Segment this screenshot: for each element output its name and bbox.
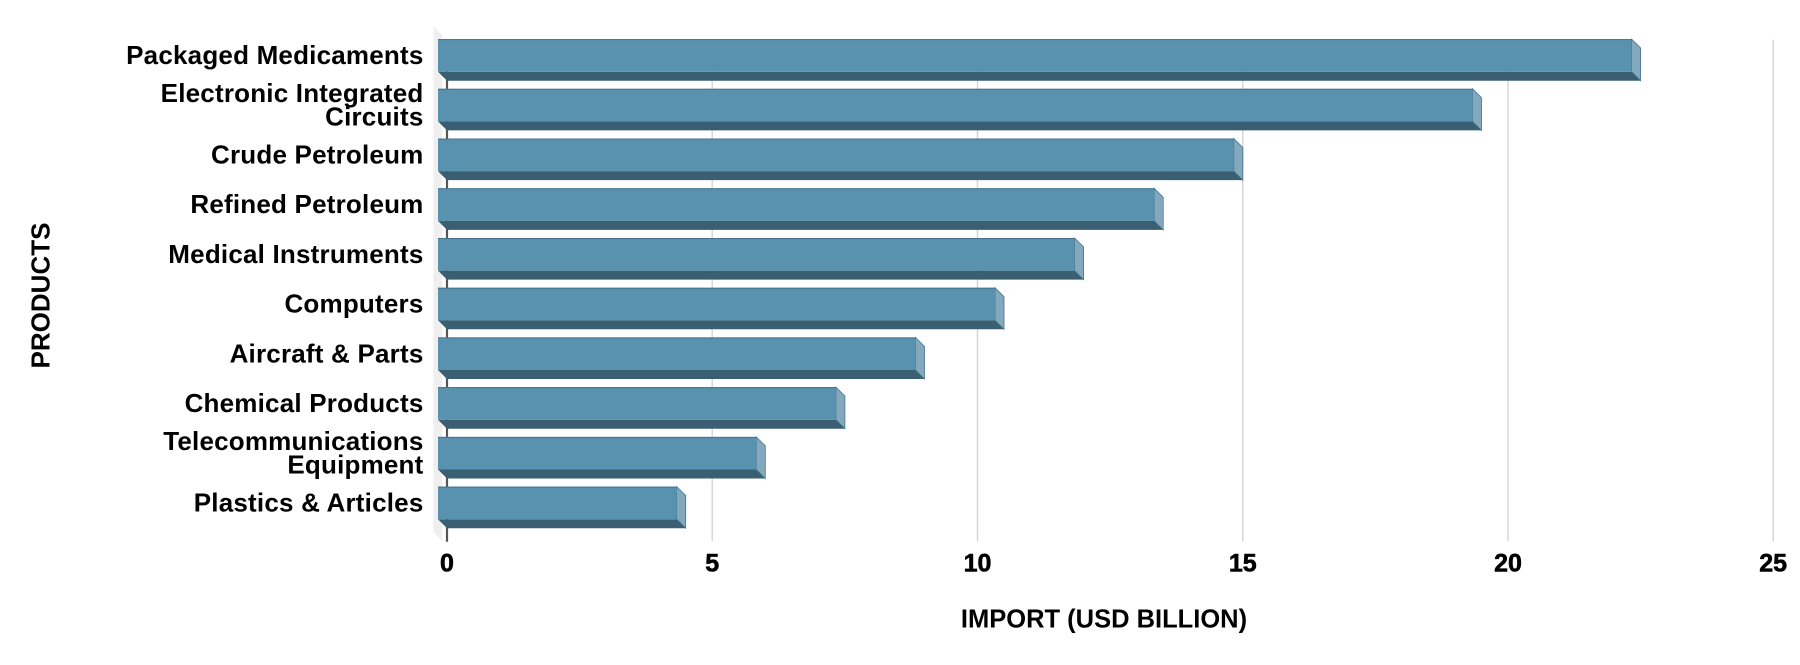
svg-text:15: 15 <box>1229 550 1257 578</box>
svg-text:Refined Petroleum: Refined Petroleum <box>190 189 423 219</box>
svg-text:Circuits: Circuits <box>325 102 423 132</box>
svg-text:Plastics & Articles: Plastics & Articles <box>194 488 424 518</box>
svg-text:Telecommunications: Telecommunications <box>163 426 423 456</box>
svg-text:Chemical Products: Chemical Products <box>185 388 424 418</box>
svg-text:5: 5 <box>705 550 719 578</box>
svg-text:Packaged Medicaments: Packaged Medicaments <box>126 40 423 70</box>
svg-text:Computers: Computers <box>284 289 423 319</box>
svg-text:Equipment: Equipment <box>287 450 423 480</box>
svg-text:0: 0 <box>440 550 454 578</box>
svg-text:IMPORT (USD BILLION): IMPORT (USD BILLION) <box>961 605 1247 633</box>
svg-text:10: 10 <box>964 550 992 578</box>
svg-text:PRODUCTS: PRODUCTS <box>25 223 55 369</box>
svg-text:Medical Instruments: Medical Instruments <box>168 239 423 269</box>
svg-text:20: 20 <box>1494 550 1522 578</box>
svg-text:25: 25 <box>1759 550 1787 578</box>
svg-text:Crude Petroleum: Crude Petroleum <box>211 139 424 169</box>
svg-text:Electronic Integrated: Electronic Integrated <box>161 78 424 108</box>
svg-text:Aircraft & Parts: Aircraft & Parts <box>230 338 424 368</box>
